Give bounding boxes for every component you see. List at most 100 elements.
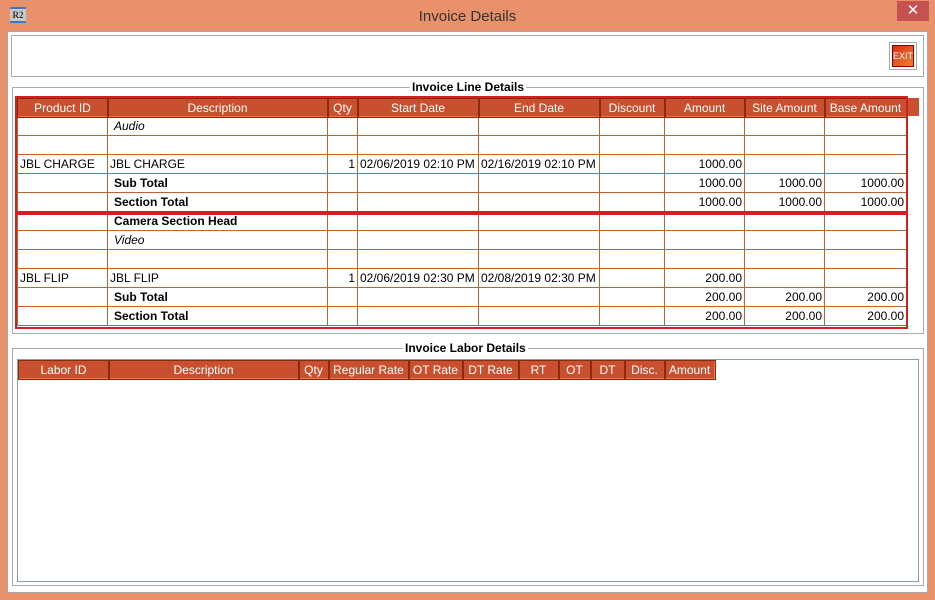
cell-start-date	[357, 211, 479, 231]
cell-description: Audio	[107, 116, 328, 136]
table-row[interactable]: Sub Total 200.00 200.00 200.00	[17, 287, 907, 307]
cell-base-amount	[824, 249, 907, 269]
cell-end-date	[478, 287, 600, 307]
title-bar: R2 Invoice Details ✕	[0, 0, 935, 32]
cell-end-date	[478, 173, 600, 193]
cell-description: Section Total	[107, 306, 328, 326]
cell-amount	[664, 230, 745, 250]
column-header-site-amount[interactable]: Site Amount	[743, 97, 826, 118]
column-header-labor-id[interactable]: Labor ID	[17, 359, 110, 380]
window-title: Invoice Details	[418, 8, 517, 25]
cell-description	[107, 135, 328, 155]
cell-start-date	[357, 173, 479, 193]
table-row[interactable]: Audio	[17, 116, 907, 136]
invoice-labor-details-panel: Invoice Labor Details	[12, 341, 924, 586]
cell-qty	[327, 287, 358, 307]
table-row[interactable]: Sub Total 1000.00 1000.00 1000.00	[17, 173, 907, 193]
column-header-dt[interactable]: DT	[589, 359, 626, 380]
column-header-qty[interactable]: Qty	[297, 359, 330, 380]
labor-details-legend: Invoice Labor Details	[403, 341, 528, 355]
table-row[interactable]	[17, 135, 907, 155]
cell-end-date	[478, 135, 600, 155]
table-row[interactable]: Section Total 200.00 200.00 200.00	[17, 306, 907, 326]
table-row[interactable]: JBL FLIP JBL FLIP 1 02/06/2019 02:30 PM 02/0…	[17, 268, 907, 288]
cell-end-date: 02/16/2019 02:10 PM	[478, 154, 600, 174]
cell-base-amount: 200.00	[824, 306, 907, 326]
column-header-qty[interactable]: Qty	[326, 97, 359, 118]
labor-table-area	[17, 359, 919, 582]
cell-base-amount: 1000.00	[824, 192, 907, 212]
cell-site-amount	[744, 249, 825, 269]
cell-amount: 1000.00	[664, 192, 745, 212]
cell-start-date	[357, 135, 479, 155]
column-header-discount[interactable]: Discount	[598, 97, 666, 118]
cell-qty: 1	[327, 154, 358, 174]
column-header-disc[interactable]: Disc.	[623, 359, 666, 380]
cell-qty: 1	[327, 268, 358, 288]
cell-discount	[599, 287, 665, 307]
column-header-regular-rate[interactable]: Regular Rate	[327, 359, 410, 380]
column-header-base-amount[interactable]: Base Amount	[823, 97, 908, 118]
cell-start-date	[357, 287, 479, 307]
toolbar-panel: EXIT	[11, 35, 924, 77]
cell-discount	[599, 268, 665, 288]
table-row[interactable]: JBL CHARGE JBL CHARGE 1 02/06/2019 02:10 PM…	[17, 154, 907, 174]
cell-base-amount	[824, 230, 907, 250]
table-row[interactable]	[17, 249, 907, 269]
cell-amount: 200.00	[664, 306, 745, 326]
cell-end-date	[478, 249, 600, 269]
column-header-amount[interactable]: Amount	[663, 359, 716, 380]
cell-amount: 200.00	[664, 287, 745, 307]
invoice-line-table: Product ID Description Qty Start Date End Da…	[16, 97, 908, 326]
cell-product-id	[17, 173, 108, 193]
cell-qty	[327, 173, 358, 193]
cell-site-amount	[744, 268, 825, 288]
column-header-ot[interactable]: OT	[557, 359, 592, 380]
column-header-description[interactable]: Description	[106, 97, 329, 118]
cell-qty	[327, 306, 358, 326]
column-header-dt-rate[interactable]: DT Rate	[461, 359, 520, 380]
cell-discount	[599, 249, 665, 269]
cell-end-date	[478, 192, 600, 212]
table-row[interactable]: Section Total 1000.00 1000.00 1000.00	[17, 192, 907, 212]
cell-product-id	[17, 211, 108, 231]
cell-base-amount	[824, 116, 907, 136]
cell-start-date	[357, 192, 479, 212]
cell-end-date	[478, 230, 600, 250]
cell-start-date	[357, 230, 479, 250]
column-header-description[interactable]: Description	[107, 359, 300, 380]
close-button[interactable]: ✕	[897, 1, 929, 21]
column-header-end-date[interactable]: End Date	[477, 97, 601, 118]
cell-site-amount	[744, 211, 825, 231]
cell-site-amount	[744, 154, 825, 174]
table-row[interactable]: Video	[17, 230, 907, 250]
cell-site-amount	[744, 230, 825, 250]
column-header-rt[interactable]: RT	[517, 359, 560, 380]
cell-site-amount: 200.00	[744, 306, 825, 326]
line-details-legend: Invoice Line Details	[410, 80, 527, 94]
cell-site-amount	[744, 116, 825, 136]
cell-discount	[599, 116, 665, 136]
cell-description: Sub Total	[107, 287, 328, 307]
table-row[interactable]: Camera Section Head	[17, 211, 907, 231]
cell-start-date: 02/06/2019 02:10 PM	[357, 154, 479, 174]
exit-button[interactable]: EXIT	[889, 42, 917, 70]
cell-description: Camera Section Head	[107, 211, 328, 231]
cell-product-id	[17, 287, 108, 307]
cell-qty	[327, 135, 358, 155]
cell-base-amount: 200.00	[824, 287, 907, 307]
cell-site-amount: 200.00	[744, 287, 825, 307]
cell-product-id	[17, 230, 108, 250]
app-icon: R2	[10, 7, 26, 23]
cell-description: Section Total	[107, 192, 328, 212]
cell-discount	[599, 306, 665, 326]
cell-discount	[599, 173, 665, 193]
cell-site-amount: 1000.00	[744, 192, 825, 212]
column-header-product-id[interactable]: Product ID	[16, 97, 109, 118]
column-header-ot-rate[interactable]: OT Rate	[407, 359, 464, 380]
column-header-amount[interactable]: Amount	[663, 97, 746, 118]
cell-description: Sub Total	[107, 173, 328, 193]
cell-amount	[664, 249, 745, 269]
cell-discount	[599, 135, 665, 155]
column-header-start-date[interactable]: Start Date	[356, 97, 480, 118]
